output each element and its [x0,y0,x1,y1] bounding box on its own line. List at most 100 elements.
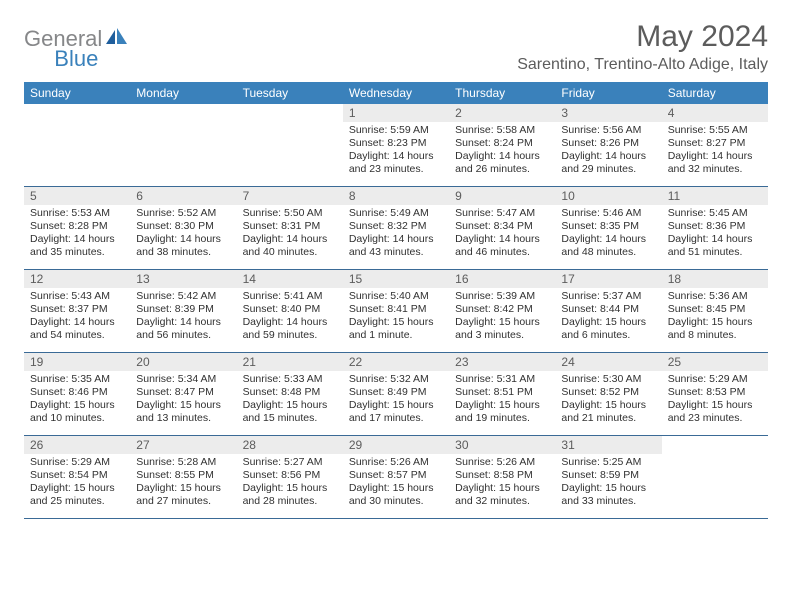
day-number: 20 [130,353,236,371]
location-label: Sarentino, Trentino-Alto Adige, Italy [517,56,768,74]
calendar-cell: 16Sunrise: 5:39 AM Sunset: 8:42 PM Dayli… [449,270,555,352]
calendar-cell [237,104,343,186]
calendar-cell: 29Sunrise: 5:26 AM Sunset: 8:57 PM Dayli… [343,436,449,518]
day-number [130,104,236,122]
day-number: 5 [24,187,130,205]
calendar-cell [24,104,130,186]
day-details: Sunrise: 5:46 AM Sunset: 8:35 PM Dayligh… [555,205,661,264]
day-details: Sunrise: 5:47 AM Sunset: 8:34 PM Dayligh… [449,205,555,264]
day-number: 23 [449,353,555,371]
calendar-cell: 13Sunrise: 5:42 AM Sunset: 8:39 PM Dayli… [130,270,236,352]
logo-word-2: Blue [54,46,98,72]
day-header-monday: Monday [130,82,236,104]
calendar-cell: 22Sunrise: 5:32 AM Sunset: 8:49 PM Dayli… [343,353,449,435]
calendar-cell [130,104,236,186]
day-details: Sunrise: 5:37 AM Sunset: 8:44 PM Dayligh… [555,288,661,347]
logo: General Blue [24,20,176,52]
day-details: Sunrise: 5:56 AM Sunset: 8:26 PM Dayligh… [555,122,661,181]
week-row: 26Sunrise: 5:29 AM Sunset: 8:54 PM Dayli… [24,436,768,519]
day-details: Sunrise: 5:55 AM Sunset: 8:27 PM Dayligh… [662,122,768,181]
day-details: Sunrise: 5:53 AM Sunset: 8:28 PM Dayligh… [24,205,130,264]
day-number: 9 [449,187,555,205]
day-number: 1 [343,104,449,122]
day-details: Sunrise: 5:58 AM Sunset: 8:24 PM Dayligh… [449,122,555,181]
day-details: Sunrise: 5:39 AM Sunset: 8:42 PM Dayligh… [449,288,555,347]
day-header-friday: Friday [555,82,661,104]
day-details: Sunrise: 5:52 AM Sunset: 8:30 PM Dayligh… [130,205,236,264]
calendar-cell: 30Sunrise: 5:26 AM Sunset: 8:58 PM Dayli… [449,436,555,518]
calendar-cell: 11Sunrise: 5:45 AM Sunset: 8:36 PM Dayli… [662,187,768,269]
day-details: Sunrise: 5:28 AM Sunset: 8:55 PM Dayligh… [130,454,236,513]
day-number: 25 [662,353,768,371]
calendar-cell: 23Sunrise: 5:31 AM Sunset: 8:51 PM Dayli… [449,353,555,435]
calendar-cell: 8Sunrise: 5:49 AM Sunset: 8:32 PM Daylig… [343,187,449,269]
logo-sail-icon [106,28,128,51]
day-number: 22 [343,353,449,371]
day-number: 30 [449,436,555,454]
day-number: 26 [24,436,130,454]
day-number: 19 [24,353,130,371]
day-number [24,104,130,122]
day-number: 21 [237,353,343,371]
day-details: Sunrise: 5:35 AM Sunset: 8:46 PM Dayligh… [24,371,130,430]
calendar-cell: 26Sunrise: 5:29 AM Sunset: 8:54 PM Dayli… [24,436,130,518]
day-number: 8 [343,187,449,205]
day-details: Sunrise: 5:30 AM Sunset: 8:52 PM Dayligh… [555,371,661,430]
calendar-cell: 4Sunrise: 5:55 AM Sunset: 8:27 PM Daylig… [662,104,768,186]
day-number: 12 [24,270,130,288]
day-header-thursday: Thursday [449,82,555,104]
calendar-cell: 17Sunrise: 5:37 AM Sunset: 8:44 PM Dayli… [555,270,661,352]
day-number [662,436,768,454]
calendar-cell: 3Sunrise: 5:56 AM Sunset: 8:26 PM Daylig… [555,104,661,186]
calendar-cell: 27Sunrise: 5:28 AM Sunset: 8:55 PM Dayli… [130,436,236,518]
day-details: Sunrise: 5:27 AM Sunset: 8:56 PM Dayligh… [237,454,343,513]
title-block: May 2024 Sarentino, Trentino-Alto Adige,… [517,20,768,74]
day-number: 10 [555,187,661,205]
day-number: 18 [662,270,768,288]
calendar-cell: 7Sunrise: 5:50 AM Sunset: 8:31 PM Daylig… [237,187,343,269]
day-details: Sunrise: 5:25 AM Sunset: 8:59 PM Dayligh… [555,454,661,513]
calendar-cell: 5Sunrise: 5:53 AM Sunset: 8:28 PM Daylig… [24,187,130,269]
calendar-cell [662,436,768,518]
calendar-cell: 31Sunrise: 5:25 AM Sunset: 8:59 PM Dayli… [555,436,661,518]
day-details: Sunrise: 5:43 AM Sunset: 8:37 PM Dayligh… [24,288,130,347]
day-number: 6 [130,187,236,205]
calendar-cell: 14Sunrise: 5:41 AM Sunset: 8:40 PM Dayli… [237,270,343,352]
day-number: 24 [555,353,661,371]
day-number: 15 [343,270,449,288]
calendar-cell: 21Sunrise: 5:33 AM Sunset: 8:48 PM Dayli… [237,353,343,435]
day-details: Sunrise: 5:29 AM Sunset: 8:54 PM Dayligh… [24,454,130,513]
calendar-cell: 25Sunrise: 5:29 AM Sunset: 8:53 PM Dayli… [662,353,768,435]
day-number: 3 [555,104,661,122]
day-details: Sunrise: 5:49 AM Sunset: 8:32 PM Dayligh… [343,205,449,264]
calendar-cell: 18Sunrise: 5:36 AM Sunset: 8:45 PM Dayli… [662,270,768,352]
calendar-cell: 24Sunrise: 5:30 AM Sunset: 8:52 PM Dayli… [555,353,661,435]
day-number: 31 [555,436,661,454]
day-number: 11 [662,187,768,205]
day-header-saturday: Saturday [662,82,768,104]
weeks-container: 1Sunrise: 5:59 AM Sunset: 8:23 PM Daylig… [24,104,768,519]
calendar-cell: 19Sunrise: 5:35 AM Sunset: 8:46 PM Dayli… [24,353,130,435]
calendar-cell: 15Sunrise: 5:40 AM Sunset: 8:41 PM Dayli… [343,270,449,352]
day-number: 4 [662,104,768,122]
week-row: 19Sunrise: 5:35 AM Sunset: 8:46 PM Dayli… [24,353,768,436]
day-details: Sunrise: 5:32 AM Sunset: 8:49 PM Dayligh… [343,371,449,430]
week-row: 12Sunrise: 5:43 AM Sunset: 8:37 PM Dayli… [24,270,768,353]
day-details: Sunrise: 5:26 AM Sunset: 8:57 PM Dayligh… [343,454,449,513]
day-number: 7 [237,187,343,205]
day-details: Sunrise: 5:29 AM Sunset: 8:53 PM Dayligh… [662,371,768,430]
day-header-sunday: Sunday [24,82,130,104]
day-number: 16 [449,270,555,288]
day-details: Sunrise: 5:40 AM Sunset: 8:41 PM Dayligh… [343,288,449,347]
day-number: 28 [237,436,343,454]
month-title: May 2024 [517,20,768,54]
day-header-tuesday: Tuesday [237,82,343,104]
day-details: Sunrise: 5:42 AM Sunset: 8:39 PM Dayligh… [130,288,236,347]
day-number: 27 [130,436,236,454]
week-row: 5Sunrise: 5:53 AM Sunset: 8:28 PM Daylig… [24,187,768,270]
calendar-cell: 20Sunrise: 5:34 AM Sunset: 8:47 PM Dayli… [130,353,236,435]
day-number: 29 [343,436,449,454]
calendar-cell: 12Sunrise: 5:43 AM Sunset: 8:37 PM Dayli… [24,270,130,352]
calendar: Sunday Monday Tuesday Wednesday Thursday… [24,82,768,519]
calendar-cell: 1Sunrise: 5:59 AM Sunset: 8:23 PM Daylig… [343,104,449,186]
